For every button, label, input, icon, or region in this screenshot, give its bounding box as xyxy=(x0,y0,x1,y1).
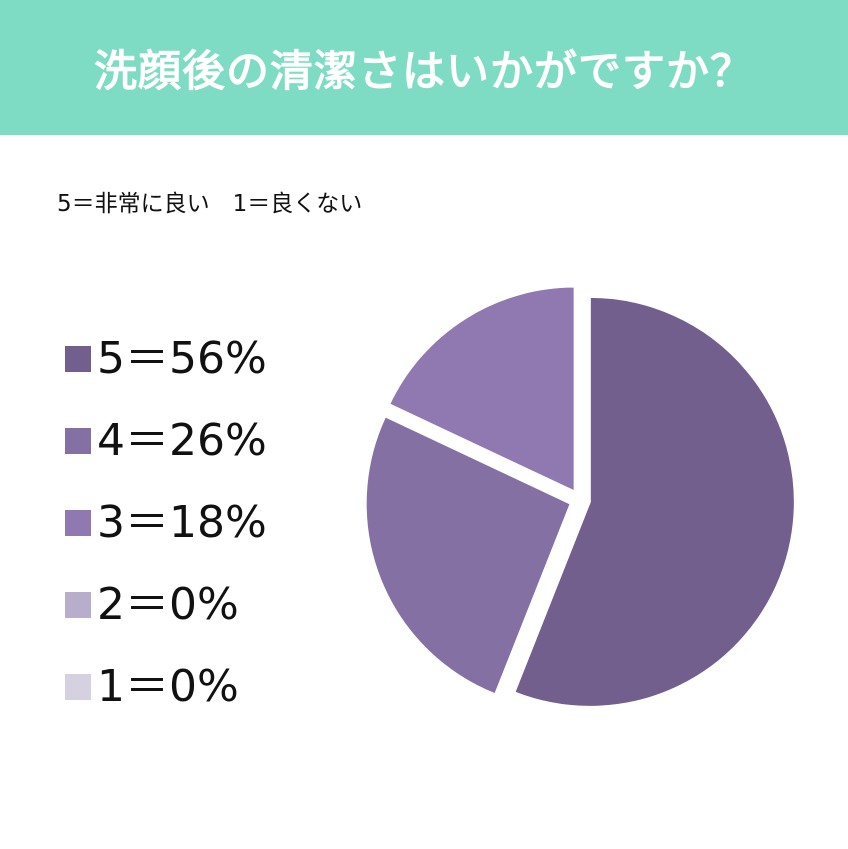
header-banner: 洗顔後の清潔さはいかがですか？ xyxy=(0,0,848,135)
legend-item-5: 5＝56% xyxy=(65,318,267,400)
legend-label-1: 1＝0% xyxy=(97,661,239,712)
legend-label-5: 5＝56% xyxy=(97,333,267,384)
legend-item-4: 4＝26% xyxy=(65,400,267,482)
legend-swatch-1 xyxy=(65,674,91,700)
scale-note: 5＝非常に良い 1＝良くない xyxy=(57,191,363,217)
legend-swatch-5 xyxy=(65,346,91,372)
legend-item-2: 2＝0% xyxy=(65,564,267,646)
chart-legend: 5＝56% 4＝26% 3＝18% 2＝0% 1＝0% xyxy=(65,318,267,728)
legend-item-3: 3＝18% xyxy=(65,482,267,564)
page-title: 洗顔後の清潔さはいかがですか？ xyxy=(94,46,754,97)
legend-item-1: 1＝0% xyxy=(65,646,267,728)
pie-slice-4 xyxy=(364,415,572,696)
legend-label-3: 3＝18% xyxy=(97,497,267,548)
legend-label-2: 2＝0% xyxy=(97,579,239,630)
pie-slice-5 xyxy=(513,295,796,708)
legend-swatch-3 xyxy=(65,510,91,536)
pie-slice-3 xyxy=(387,285,576,494)
pie-chart xyxy=(364,285,796,708)
legend-swatch-2 xyxy=(65,592,91,618)
legend-label-4: 4＝26% xyxy=(97,415,267,466)
legend-swatch-4 xyxy=(65,428,91,454)
